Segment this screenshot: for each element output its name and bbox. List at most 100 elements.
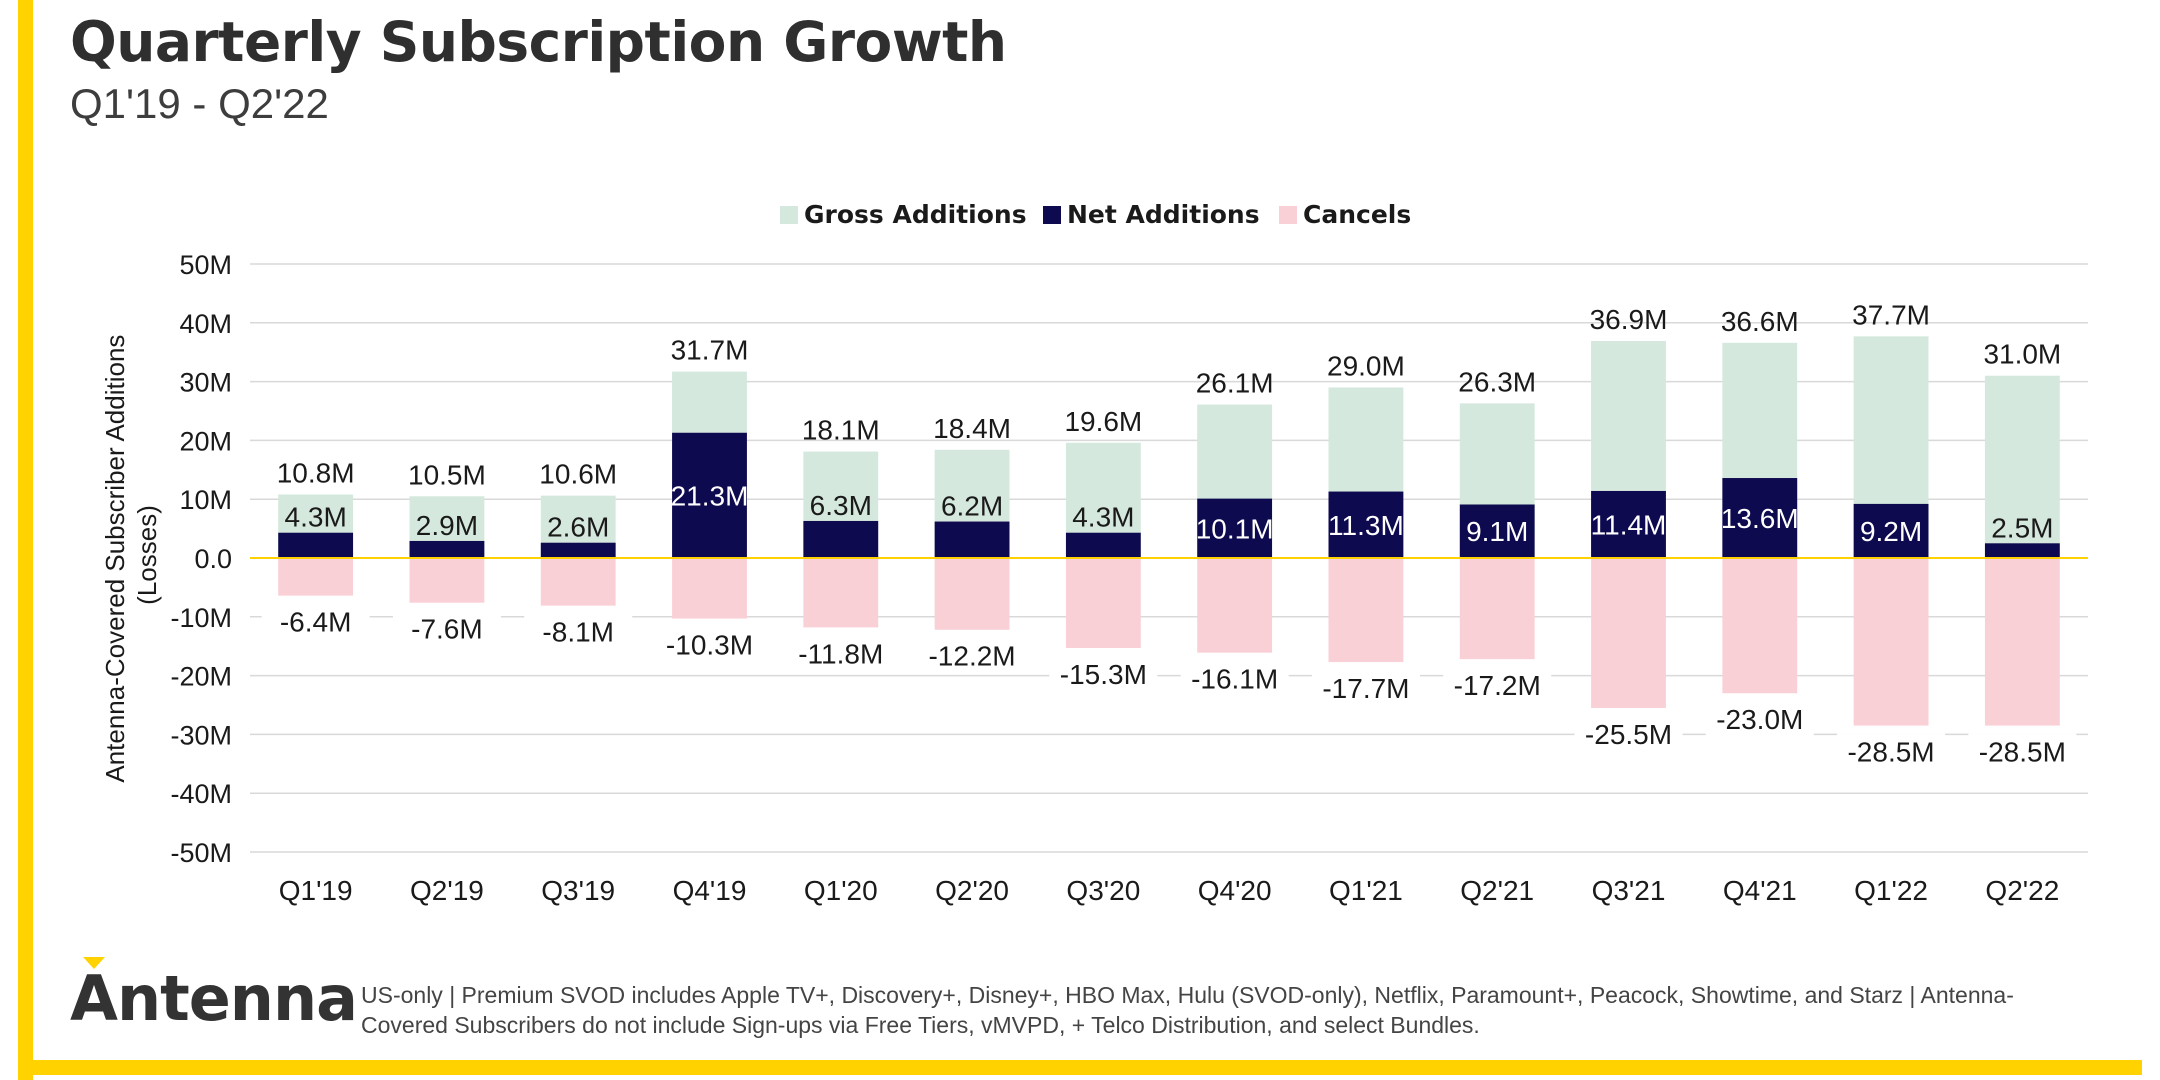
yellow-frame-bottom xyxy=(18,1060,2142,1075)
data-label-background xyxy=(1180,660,1289,697)
y-tick-label: -20M xyxy=(170,662,232,692)
y-tick-label: 40M xyxy=(179,309,232,339)
data-label-gross: 26.3M xyxy=(1458,366,1536,397)
y-tick-label: 50M xyxy=(179,250,232,280)
data-label-cancels: -17.7M xyxy=(1322,673,1409,704)
data-label-background xyxy=(261,603,370,640)
bar-cancels xyxy=(1065,558,1141,648)
x-tick-label: Q2'19 xyxy=(410,875,484,906)
y-tick-label: -30M xyxy=(170,720,232,750)
legend-swatch xyxy=(780,206,798,224)
data-label-net: 13.6M xyxy=(1721,503,1799,534)
data-label-cancels: -16.1M xyxy=(1191,664,1278,695)
data-label-gross: 31.0M xyxy=(1983,339,2061,370)
bar-net-additions xyxy=(1065,532,1141,558)
data-label-gross: 18.1M xyxy=(802,415,880,446)
data-label-cancels: -6.4M xyxy=(280,607,352,638)
bar-net-additions xyxy=(1853,503,1929,558)
data-label-gross: 36.6M xyxy=(1721,306,1799,337)
bar-cancels xyxy=(409,558,485,603)
bar-cancels xyxy=(934,558,1010,630)
bar-net-additions xyxy=(1459,504,1535,558)
data-label-gross: 10.8M xyxy=(277,457,355,488)
y-tick-label: 30M xyxy=(179,368,232,398)
bar-cancels xyxy=(1591,558,1666,708)
x-tick-label: Q1'22 xyxy=(1854,875,1928,906)
y-tick-label: -10M xyxy=(170,603,232,633)
data-label-cancels: -12.2M xyxy=(928,641,1015,672)
data-label-cancels: -8.1M xyxy=(542,617,614,648)
legend-swatch xyxy=(1279,206,1297,224)
data-label-gross: 19.6M xyxy=(1064,406,1142,437)
data-label-net: 21.3M xyxy=(671,480,749,511)
legend-label: Cancels xyxy=(1303,200,1411,229)
x-tick-label: Q3'19 xyxy=(541,875,615,906)
data-label-background xyxy=(392,610,501,647)
data-label-cancels: -15.3M xyxy=(1060,659,1147,690)
antenna-logo-mark-icon xyxy=(83,957,105,969)
data-label-background xyxy=(1311,670,1420,707)
bar-net-additions xyxy=(1722,478,1798,558)
x-tick-label: Q3'20 xyxy=(1066,875,1140,906)
y-axis: 50M 40M 30M 20M 10M 0.0 -10M -20M -30M -40M -50M xyxy=(170,250,232,868)
data-label-net: 6.3M xyxy=(810,490,872,521)
data-label-net: 4.3M xyxy=(1072,502,1134,533)
data-label-net: 11.4M xyxy=(1591,509,1667,540)
data-label-background xyxy=(1049,655,1158,692)
bar-series xyxy=(278,336,2060,726)
y-axis-label-line-1: Antenna-Covered Subscriber Additions xyxy=(100,335,130,783)
bar-cancels xyxy=(1984,558,2060,726)
data-label-cancels: -7.6M xyxy=(411,614,483,645)
bar-cancels xyxy=(1722,558,1798,694)
x-tick-label: Q1'19 xyxy=(279,875,353,906)
data-label-net: 2.5M xyxy=(1991,512,2053,543)
bar-net-additions xyxy=(1984,543,2060,558)
x-tick-label: Q1'21 xyxy=(1329,875,1403,906)
y-tick-label: -50M xyxy=(170,838,232,868)
data-label-background xyxy=(1837,733,1946,770)
data-label-net: 2.9M xyxy=(416,510,478,541)
y-tick-label: -40M xyxy=(170,779,232,809)
bar-cancels xyxy=(672,558,747,619)
bar-cancels xyxy=(1459,558,1535,660)
x-axis: Q1'19 Q2'19 Q3'19 Q4'19 Q1'20 Q2'20 Q3'20 Q4'20… xyxy=(279,875,2060,906)
bar-net-additions xyxy=(540,542,616,558)
x-tick-label: Q1'20 xyxy=(804,875,878,906)
bar-gross-additions xyxy=(1984,375,2060,558)
x-tick-label: Q4'21 xyxy=(1723,875,1797,906)
data-label-background xyxy=(1968,733,2077,770)
bar-cancels xyxy=(803,558,879,628)
data-label-net: 10.1M xyxy=(1196,513,1274,544)
data-label-net: 9.1M xyxy=(1466,516,1528,547)
data-label-cancels: -28.5M xyxy=(1979,737,2066,768)
data-label-cancels: -25.5M xyxy=(1585,719,1672,750)
bar-net-additions xyxy=(934,521,1010,558)
bar-net-additions xyxy=(278,532,354,558)
legend-swatch xyxy=(1043,206,1061,224)
data-label-gross: 26.1M xyxy=(1196,368,1274,399)
bar-cancels xyxy=(1197,558,1273,653)
legend-label: Net Additions xyxy=(1067,200,1260,229)
y-tick-label: 20M xyxy=(179,426,232,456)
chart-subtitle: Q1'19 - Q2'22 xyxy=(70,80,329,127)
data-label-net: 9.2M xyxy=(1860,516,1922,547)
bar-cancels xyxy=(540,558,616,606)
y-axis-label-line-2: (Losses) xyxy=(132,505,162,605)
x-tick-label: Q2'20 xyxy=(935,875,1009,906)
bar-net-additions xyxy=(1591,490,1666,558)
y-tick-label: 10M xyxy=(179,485,232,515)
data-label-background xyxy=(1574,715,1683,752)
data-label-gross: 10.6M xyxy=(539,459,617,490)
data-label-background xyxy=(1705,701,1814,738)
data-label-gross: 18.4M xyxy=(933,413,1011,444)
yellow-frame-left xyxy=(18,0,33,1080)
bar-net-additions xyxy=(1328,491,1404,558)
data-label-gross: 29.0M xyxy=(1327,350,1405,381)
data-label-net: 6.2M xyxy=(941,491,1003,522)
data-label-gross: 10.5M xyxy=(408,459,486,490)
bar-cancels xyxy=(278,558,354,596)
y-axis-label: Antenna-Covered Subscriber Additions (Lo… xyxy=(100,327,162,782)
bar-cancels xyxy=(1853,558,1929,726)
data-label-gross: 37.7M xyxy=(1852,299,1930,330)
